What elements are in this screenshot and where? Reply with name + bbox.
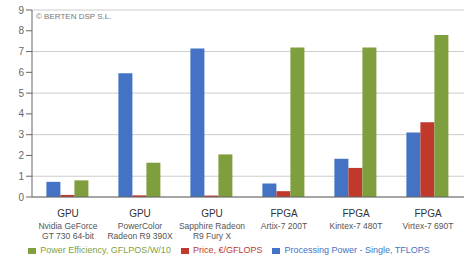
- svg-text:FPGA: FPGA: [342, 208, 370, 219]
- svg-text:4: 4: [18, 108, 24, 119]
- svg-text:GPU: GPU: [201, 208, 223, 219]
- svg-text:Kintex-7 480T: Kintex-7 480T: [330, 221, 383, 231]
- svg-text:PowerColor: PowerColor: [118, 221, 163, 231]
- html-text:Power Efficiency, GFLPOS/W/10: Power Efficiency, GFLPOS/W/10: [40, 245, 171, 255]
- svg-text:GT 730 64-bit: GT 730 64-bit: [42, 231, 94, 241]
- svg-text:8: 8: [18, 25, 24, 36]
- svg-text:Nvidia GeForce: Nvidia GeForce: [38, 221, 97, 231]
- html-text:Price, €/GFLOPS: Price, €/GFLOPS: [192, 245, 263, 255]
- svg-text:Sapphire Radeon: Sapphire Radeon: [179, 221, 245, 231]
- svg-text:GPU: GPU: [57, 208, 79, 219]
- svg-text:Artix-7 200T: Artix-7 200T: [261, 221, 307, 231]
- html-text:© BERTEN DSP S.L.: © BERTEN DSP S.L.: [36, 12, 112, 21]
- svg-text:3: 3: [18, 129, 24, 140]
- svg-text:6: 6: [18, 67, 24, 78]
- svg-text:9: 9: [18, 5, 24, 16]
- svg-text:R9 Fury X: R9 Fury X: [193, 231, 232, 241]
- svg-text:7: 7: [18, 46, 24, 57]
- svg-text:0: 0: [18, 192, 24, 203]
- html-text:Processing Power - Single, TFL: Processing Power - Single, TFLOPS: [284, 245, 430, 255]
- svg-text:Virtex-7 690T: Virtex-7 690T: [403, 221, 454, 231]
- svg-text:1: 1: [18, 171, 24, 182]
- svg-text:GPU: GPU: [129, 208, 151, 219]
- svg-text:5: 5: [18, 88, 24, 99]
- svg-text:Radeon R9 390X: Radeon R9 390X: [107, 231, 173, 241]
- svg-text:2: 2: [18, 150, 24, 161]
- svg-text:FPGA: FPGA: [414, 208, 442, 219]
- svg-text:FPGA: FPGA: [270, 208, 298, 219]
